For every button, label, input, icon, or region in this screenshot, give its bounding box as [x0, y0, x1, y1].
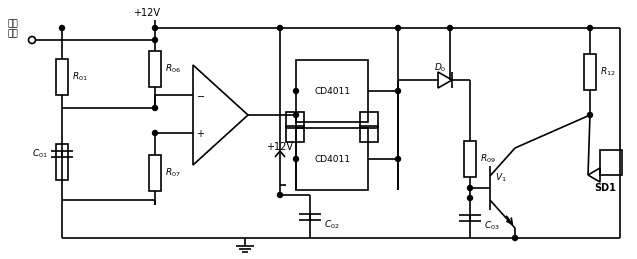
Text: CD4011: CD4011: [314, 155, 350, 163]
Circle shape: [396, 25, 401, 31]
Bar: [286, 112, 304, 128]
Bar: [584, 54, 596, 90]
Circle shape: [59, 25, 64, 31]
Bar: [56, 59, 68, 95]
Circle shape: [294, 89, 299, 93]
Circle shape: [468, 185, 473, 191]
Text: $+$: $+$: [196, 127, 206, 139]
Bar: [286, 126, 304, 142]
Text: $R_{06}$: $R_{06}$: [165, 63, 181, 75]
Bar: [296, 128, 368, 190]
Text: $-$: $-$: [196, 90, 206, 99]
Text: SD1: SD1: [594, 183, 616, 193]
Circle shape: [152, 131, 157, 135]
Circle shape: [513, 235, 517, 241]
Text: 输出: 输出: [8, 19, 18, 28]
Circle shape: [152, 38, 157, 42]
Text: $C_{03}$: $C_{03}$: [484, 220, 500, 232]
Circle shape: [294, 156, 299, 162]
Circle shape: [278, 192, 282, 198]
Circle shape: [278, 25, 282, 31]
Circle shape: [294, 112, 299, 118]
Text: $V_1$: $V_1$: [495, 172, 506, 184]
Text: $C_{01}$: $C_{01}$: [32, 148, 48, 160]
Circle shape: [448, 25, 452, 31]
Circle shape: [587, 25, 592, 31]
Bar: [360, 112, 378, 128]
Text: CD4011: CD4011: [314, 87, 350, 96]
Text: $R_{07}$: $R_{07}$: [165, 166, 181, 179]
Bar: [149, 51, 161, 87]
Text: +12V: +12V: [266, 142, 294, 152]
Text: $D_0$: $D_0$: [434, 62, 447, 74]
Text: 采样: 采样: [8, 30, 18, 39]
Text: +12V: +12V: [134, 8, 161, 18]
Bar: [600, 150, 622, 175]
Circle shape: [396, 89, 401, 93]
Bar: [464, 141, 476, 177]
Circle shape: [396, 156, 401, 162]
Text: $C_{02}$: $C_{02}$: [324, 218, 340, 231]
Bar: [296, 60, 368, 122]
Bar: [56, 144, 68, 180]
Text: $R_{01}$: $R_{01}$: [72, 70, 88, 83]
Bar: [360, 126, 378, 142]
Circle shape: [468, 196, 473, 200]
Circle shape: [587, 112, 592, 118]
Text: $R_{09}$: $R_{09}$: [480, 153, 496, 165]
Circle shape: [152, 105, 157, 111]
Bar: [149, 155, 161, 191]
Circle shape: [152, 25, 157, 31]
Text: $R_{12}$: $R_{12}$: [600, 65, 616, 78]
